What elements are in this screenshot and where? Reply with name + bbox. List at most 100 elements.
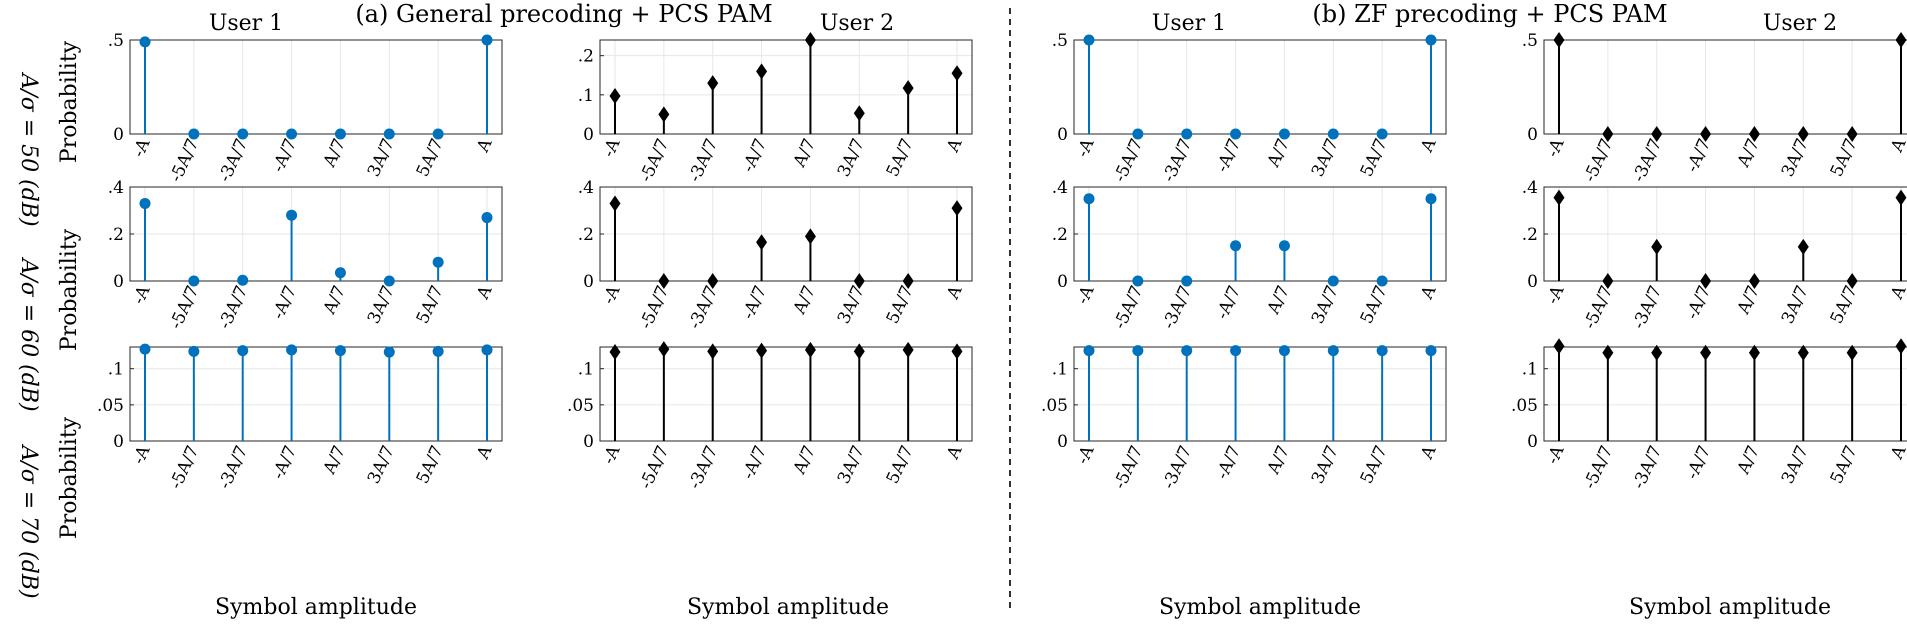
axes-box xyxy=(599,39,973,135)
stem-marker xyxy=(1797,238,1809,255)
stem-marker xyxy=(609,88,621,105)
stem-marker xyxy=(1278,345,1290,357)
y-tick-label: .1 xyxy=(1052,360,1068,380)
stem-marker xyxy=(1327,345,1339,357)
stem-marker xyxy=(1181,128,1193,140)
y-tick-label: .1 xyxy=(578,86,594,106)
stem-marker xyxy=(1376,345,1388,357)
stem-marker xyxy=(1602,344,1614,361)
stem-marker xyxy=(658,106,670,123)
stem-marker xyxy=(707,343,719,360)
stem-marker xyxy=(432,345,444,357)
axes-box xyxy=(599,346,973,442)
stem-marker xyxy=(1748,126,1760,142)
stem-marker xyxy=(1651,126,1663,142)
y-tick-label: 0 xyxy=(1527,125,1538,145)
column-title-b-user2: User 2 xyxy=(1763,11,1837,36)
y-tick-label: .4 xyxy=(1522,178,1538,198)
y-tick-label: .05 xyxy=(567,396,594,416)
stem-marker xyxy=(481,344,493,356)
stem-marker xyxy=(1651,344,1663,361)
stem-marker xyxy=(139,343,151,355)
panel-a-title: (a) General precoding + PCS PAM xyxy=(355,0,772,28)
stem-marker xyxy=(609,195,621,212)
column-title-a-user2: User 2 xyxy=(820,11,894,36)
stem-marker xyxy=(237,274,249,286)
ylabel-row2: Probability xyxy=(57,228,82,351)
stem-marker xyxy=(481,34,493,46)
column-title-a-user1: User 1 xyxy=(209,11,283,36)
stem-marker xyxy=(804,32,816,48)
stem-marker xyxy=(1700,344,1712,361)
stem-marker xyxy=(1846,273,1858,289)
stem-marker xyxy=(1895,32,1907,48)
stem-marker xyxy=(1651,238,1663,255)
stem-marker xyxy=(1748,273,1760,289)
y-tick-label: 0 xyxy=(1527,272,1538,292)
y-tick-label: 0 xyxy=(583,432,594,452)
y-tick-label: 0 xyxy=(583,272,594,292)
stem-marker xyxy=(383,128,395,140)
stem-marker xyxy=(1132,275,1144,287)
y-tick-label: .2 xyxy=(578,225,594,245)
column-title-b-user1: User 1 xyxy=(1152,11,1226,36)
stem-marker xyxy=(707,273,719,289)
xlabel-a-user1: Symbol amplitude xyxy=(215,595,417,620)
y-tick-label: 0 xyxy=(113,272,124,292)
stem-marker xyxy=(481,212,493,224)
y-tick-label: .1 xyxy=(108,360,124,380)
stem-marker xyxy=(188,345,200,357)
ylabel-row3: Probability xyxy=(57,416,82,539)
stem-marker xyxy=(188,275,200,287)
stem-marker xyxy=(1327,275,1339,287)
axes-box xyxy=(129,39,503,135)
stem-marker xyxy=(1181,275,1193,287)
stem-marker xyxy=(1700,273,1712,289)
stem-marker xyxy=(1230,240,1242,252)
stem-marker xyxy=(1553,189,1565,206)
stem-marker xyxy=(756,234,768,251)
y-tick-label: 0 xyxy=(583,125,594,145)
stem-marker xyxy=(1083,34,1095,46)
stem-marker xyxy=(707,75,719,92)
row-label-60db: A/σ = 60 (dB) xyxy=(16,256,41,411)
y-tick-label: .05 xyxy=(97,396,124,416)
y-tick-label: .05 xyxy=(1511,396,1538,416)
y-tick-label: .5 xyxy=(108,31,124,51)
y-tick-label: 0 xyxy=(1057,125,1068,145)
stem-marker xyxy=(1230,128,1242,140)
xlabel-a-user2: Symbol amplitude xyxy=(687,595,889,620)
stem-marker xyxy=(1376,275,1388,287)
y-tick-label: .2 xyxy=(1522,225,1538,245)
stem-marker xyxy=(1132,128,1144,140)
stem-marker xyxy=(1425,345,1437,357)
axes-box xyxy=(129,346,503,442)
stem-marker xyxy=(1425,193,1437,205)
stem-marker xyxy=(286,209,298,221)
stem-marker xyxy=(951,343,963,360)
stem-marker xyxy=(1083,345,1095,357)
stem-marker xyxy=(286,128,298,140)
y-tick-label: .2 xyxy=(1052,225,1068,245)
y-tick-label: .4 xyxy=(108,178,124,198)
y-tick-label: .2 xyxy=(578,47,594,67)
stem-marker xyxy=(432,256,444,268)
xlabel-b-user1: Symbol amplitude xyxy=(1159,595,1361,620)
stem-marker xyxy=(383,346,395,358)
stem-marker xyxy=(804,228,816,245)
y-tick-label: .4 xyxy=(1052,178,1068,198)
stem-marker xyxy=(658,341,670,358)
stem-marker xyxy=(658,273,670,289)
stem-marker xyxy=(951,200,963,217)
stem-marker xyxy=(1083,193,1095,205)
xlabel-b-user2: Symbol amplitude xyxy=(1629,595,1831,620)
stem-marker xyxy=(334,345,346,357)
stem-marker xyxy=(139,36,151,48)
stem-marker xyxy=(1748,344,1760,361)
stem-marker xyxy=(804,341,816,358)
y-tick-label: .5 xyxy=(1522,31,1538,51)
stem-marker xyxy=(1132,345,1144,357)
stem-marker xyxy=(1895,189,1907,206)
axes-box xyxy=(1543,346,1907,442)
